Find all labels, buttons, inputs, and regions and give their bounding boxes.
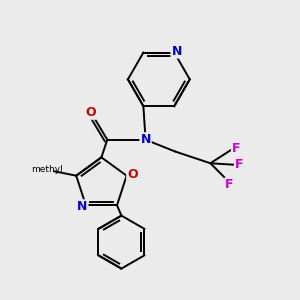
Text: methyl: methyl bbox=[31, 165, 63, 174]
Text: F: F bbox=[225, 178, 234, 191]
Text: N: N bbox=[172, 45, 182, 58]
Text: N: N bbox=[140, 133, 151, 146]
Text: F: F bbox=[235, 158, 244, 171]
Text: O: O bbox=[85, 106, 96, 119]
Text: F: F bbox=[232, 142, 241, 155]
Text: O: O bbox=[127, 168, 138, 181]
Text: N: N bbox=[77, 200, 88, 213]
